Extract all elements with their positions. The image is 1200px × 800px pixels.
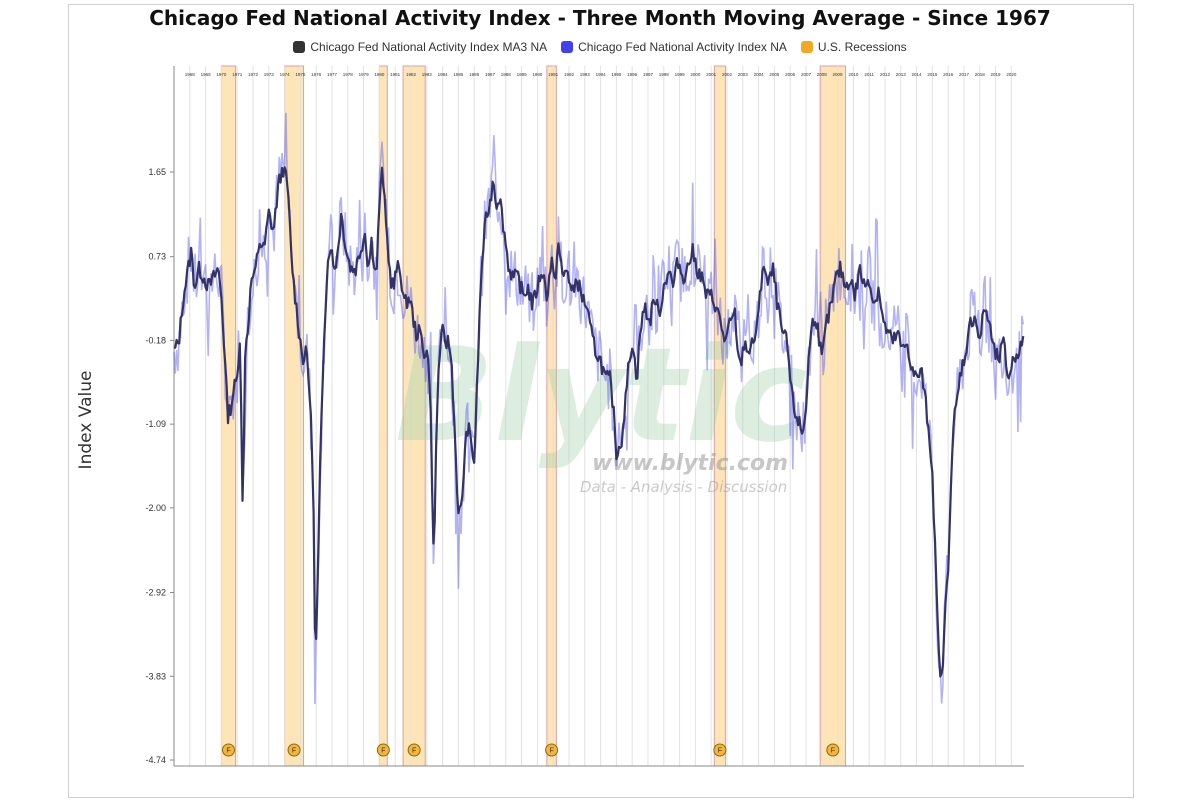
x-tick-label: 1994 (596, 72, 607, 77)
y-tick-label: -2.00 (145, 503, 166, 513)
legend-label-recessions: U.S. Recessions (817, 40, 907, 54)
y-tick-label: -1.09 (145, 419, 166, 429)
x-tick-label: 1987 (485, 72, 496, 77)
y-tick-label: -3.83 (145, 671, 166, 681)
x-tick-label: 1979 (359, 72, 370, 77)
x-tick-label: 1982 (406, 72, 417, 77)
chart-title: Chicago Fed National Activity Index - Th… (149, 6, 1051, 30)
recession-marker-icon[interactable]: F (407, 743, 421, 757)
legend-swatch-cfnai (561, 41, 574, 53)
x-tick-label: 2000 (690, 72, 701, 77)
recession-marker-icon[interactable]: F (545, 743, 559, 757)
svg-text:F: F (381, 748, 385, 755)
x-tick-label: 1995 (611, 72, 622, 77)
series-ma3 (174, 166, 1025, 678)
x-tick-label: 1978 (343, 72, 354, 77)
x-tick-label: 1981 (390, 72, 401, 77)
watermark: Blytic www.blytic.com Data - Analysis - … (395, 319, 807, 496)
recession-marker-icon[interactable]: F (222, 743, 236, 757)
x-tick-label: 1989 (517, 72, 528, 77)
x-tick-label: 1971 (232, 72, 243, 77)
x-tick-label: 1996 (627, 72, 638, 77)
x-tick-label: 2015 (927, 72, 938, 77)
x-tick-label: 1988 (501, 72, 512, 77)
legend-label-cfnai: Chicago Fed National Activity Index NA (578, 40, 787, 54)
watermark-logo: Blytic (395, 319, 807, 471)
x-tick-label: 1969 (201, 72, 212, 77)
x-tick-label: 2004 (754, 72, 765, 77)
x-tick-label: 1977 (327, 72, 338, 77)
x-tick-label: 1970 (216, 72, 227, 77)
legend-swatch-recessions (800, 41, 813, 53)
x-tick-label: 2016 (943, 72, 954, 77)
y-tick-label: -2.92 (145, 588, 166, 598)
x-tick-label: 1983 (422, 72, 433, 77)
y-tick-label: 0.73 (148, 252, 166, 262)
legend-label-ma3: Chicago Fed National Activity Index MA3 … (310, 40, 548, 54)
legend-item-cfnai[interactable]: Chicago Fed National Activity Index NA (561, 40, 787, 54)
x-tick-label: 1968 (185, 72, 196, 77)
y-tick-label: 1.65 (148, 167, 166, 177)
svg-text:F: F (226, 748, 230, 755)
x-tick-label: 1974 (280, 72, 291, 77)
x-tick-label: 1972 (248, 72, 259, 77)
grid-lines (189, 66, 1012, 766)
recession-marker-icon[interactable]: F (287, 743, 301, 757)
watermark-url: www.blytic.com (592, 451, 788, 476)
x-tick-label: 2019 (991, 72, 1002, 77)
x-tick-label: 2002 (722, 72, 733, 77)
x-tick-label: 2009 (833, 72, 844, 77)
x-tick-label: 2011 (864, 72, 874, 77)
recession-band (819, 65, 846, 767)
x-tick-label: 2001 (706, 72, 717, 77)
recession-marker-icon[interactable]: F (713, 743, 727, 757)
x-tick-label: 2018 (975, 72, 986, 77)
x-tick-label: 1980 (374, 72, 385, 77)
x-tick-label: 1986 (469, 72, 480, 77)
x-tick-label: 1997 (643, 72, 654, 77)
x-tick-label: 1993 (580, 72, 591, 77)
x-tick-label: 2010 (848, 72, 859, 77)
svg-text:F: F (718, 748, 722, 755)
x-tick-label: 1990 (532, 72, 543, 77)
x-tick-label: 2007 (801, 72, 812, 77)
x-tick-label: 2005 (769, 72, 780, 77)
watermark-tagline: Data - Analysis - Discussion (580, 478, 787, 496)
x-tick-labels: 1968 1969 1970 1971 1972 1973 1974 1975 1976 1977… (185, 72, 1017, 77)
x-tick-label: 2012 (880, 72, 891, 77)
x-tick-label: 1999 (675, 72, 686, 77)
axes (173, 66, 1024, 767)
y-tick-label: -0.18 (145, 335, 166, 345)
legend-item-ma3[interactable]: Chicago Fed National Activity Index MA3 … (293, 40, 547, 54)
x-tick-label: 1991 (548, 72, 559, 77)
y-tick-label: -4.74 (145, 755, 166, 765)
legend: Chicago Fed National Activity Index MA3 … (0, 40, 1200, 54)
x-tick-label: 2006 (785, 72, 796, 77)
series-line-ma3 (174, 166, 1025, 678)
x-tick-label: 1992 (564, 72, 575, 77)
x-tick-label: 1976 (311, 72, 322, 77)
svg-text:F: F (549, 748, 553, 755)
x-tick-label: 2003 (738, 72, 749, 77)
x-tick-label: 1998 (659, 72, 670, 77)
x-tick-label: 1984 (438, 72, 449, 77)
x-tick-label: 1985 (453, 72, 464, 77)
y-tick-labels: 1.65 0.73 -0.18 -1.09 -2.00 -2.92 -3.83 -4.74 (145, 167, 174, 765)
svg-text:F: F (831, 748, 835, 755)
x-tick-label: 1975 (295, 72, 306, 77)
x-tick-label: 2008 (817, 72, 828, 77)
x-tick-label: 2017 (959, 72, 970, 77)
legend-item-recessions[interactable]: U.S. Recessions (800, 40, 907, 54)
x-tick-label: 1973 (264, 72, 275, 77)
svg-text:F: F (292, 748, 296, 755)
x-tick-label: 2014 (912, 72, 923, 77)
legend-swatch-ma3 (293, 41, 306, 53)
svg-text:F: F (412, 748, 416, 755)
x-tick-label: 2013 (896, 72, 907, 77)
recession-marker-icon[interactable]: F (376, 743, 390, 757)
recession-marker-icon[interactable]: F (826, 743, 840, 757)
x-tick-label: 2020 (1006, 72, 1017, 77)
